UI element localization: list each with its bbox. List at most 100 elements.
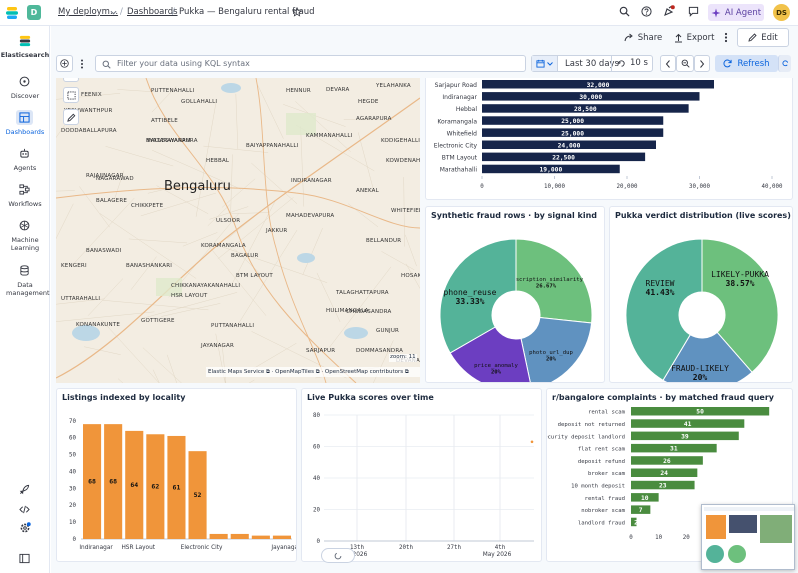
x-tick-label: 10,000 (544, 184, 565, 190)
map-canvas[interactable] (56, 78, 420, 383)
map-road (56, 203, 74, 240)
time-prev-button[interactable] (660, 55, 676, 72)
map-panel[interactable]: FEENIX DEVARA HEGDE AGARAPURA YELAHANKA PUTTE… (56, 78, 420, 383)
compass-icon (19, 76, 30, 87)
spinner-icon (334, 552, 342, 559)
add-filter-button[interactable] (56, 55, 73, 72)
pencil-icon (748, 33, 757, 42)
search-icon[interactable] (619, 6, 630, 17)
bar (125, 430, 144, 539)
share-button[interactable]: Share (618, 29, 668, 46)
breadcrumb-deployment[interactable]: My deploym... (58, 7, 119, 17)
live-scores-panel[interactable]: Live Pukka scores over time 0 20 40 60 80 13t… (301, 388, 542, 562)
chevron-down-icon[interactable] (110, 9, 117, 16)
map-road (229, 200, 276, 288)
map-road (221, 246, 328, 283)
attribution-ems-link[interactable]: Elastic Maps Service (208, 369, 265, 375)
map-locality-label: KODIGEHALLI (381, 138, 420, 144)
listings-by-locality-panel[interactable]: Listings indexed by locality 0 10 20 30 40 50… (56, 388, 297, 562)
rent-by-locality-panel[interactable]: Sarjapur Road 32,000 Indiranagar 30,000 Hebb… (425, 78, 793, 200)
sidebar-brand[interactable]: Elasticsearch (0, 51, 50, 59)
screen-preview-thumbnail[interactable] (701, 504, 795, 570)
zoom-out-button[interactable] (676, 55, 694, 72)
thumbnail-chart (706, 515, 726, 539)
map-grid-tool-button[interactable] (63, 87, 79, 103)
complaints-panel[interactable]: r/bangalore complaints · by matched frau… (546, 388, 793, 562)
map-road (207, 204, 231, 226)
bar (631, 407, 770, 416)
map-locality-label: BYATARAYANPURA (146, 138, 198, 144)
category-label: Marathahalli (440, 167, 478, 174)
kql-search-input[interactable]: Filter your data using KQL syntax (95, 55, 526, 72)
thumbnail-chart (728, 545, 746, 563)
slice-percent: 41.43% (646, 288, 675, 297)
map-locality-label: CHIKKPETE (131, 203, 164, 209)
map-road (248, 379, 255, 383)
listings-by-locality-chart[interactable]: 0 10 20 30 40 50 60 70 68 Indiranagar 68 64 HSR Layo… (57, 403, 297, 562)
slice-percent: 20% (546, 357, 557, 363)
fraud-signal-panel[interactable]: Synthetic fraud rows · by signal kind de… (425, 206, 605, 383)
help-icon[interactable] (641, 6, 652, 17)
user-initials: DS (776, 8, 787, 17)
attribution-omt-link[interactable]: OpenMapTiles (275, 369, 314, 375)
thumbnail-topbar (704, 507, 794, 511)
chevron-left-icon (665, 59, 670, 68)
map-draw-tool-button[interactable] (63, 109, 79, 125)
user-avatar[interactable]: DS (773, 4, 790, 21)
bar (272, 535, 291, 539)
map-locality-label: RAJAJINAGAR (86, 173, 124, 179)
date-quick-menu-button[interactable] (532, 56, 558, 71)
ai-agent-button[interactable]: AI Agent (708, 4, 764, 21)
export-button[interactable]: Export (668, 29, 720, 46)
bar (631, 468, 698, 477)
y-tick-label: 40 (313, 476, 320, 482)
collapse-nav-icon[interactable] (19, 553, 30, 564)
map-road (195, 100, 217, 217)
more-options-icon[interactable] (723, 32, 729, 43)
x-tick-label: HSR Layout (121, 545, 155, 551)
map-road (235, 93, 239, 150)
map-locality-label: YESHWANTHPUR (64, 108, 113, 114)
query-menu-icon[interactable] (80, 59, 84, 69)
time-picker[interactable]: Last 30 days (531, 55, 653, 72)
rent-by-locality-chart[interactable]: Sarjapur Road 32,000 Indiranagar 30,000 Hebb… (426, 78, 793, 200)
complaints-chart[interactable]: rental scam 50 deposit not returned 41 secur… (547, 403, 793, 562)
edit-button[interactable]: Edit (737, 28, 789, 47)
breadcrumb-dashboards[interactable]: Dashboards (127, 7, 178, 17)
settings-gear-icon[interactable] (19, 522, 31, 534)
verdict-panel[interactable]: Pukka verdict distribution (live scores)… (609, 206, 793, 383)
refresh-interval[interactable]: 10 s (611, 55, 651, 72)
news-feed-icon[interactable] (663, 5, 675, 17)
star-icon[interactable] (292, 7, 302, 17)
chat-icon[interactable] (688, 6, 699, 17)
refresh-icon (723, 59, 733, 68)
map-locality-label: SARJAPUR (306, 348, 336, 354)
refresh-options-button[interactable] (778, 55, 791, 72)
map-highway (56, 97, 420, 379)
bar-value-label: 10 (641, 495, 649, 502)
x-tick-label: 4th (495, 545, 505, 551)
rocket-icon[interactable] (19, 484, 30, 495)
y-tick-label: 20 (313, 508, 320, 514)
x-tick-label: 10 (655, 535, 662, 541)
ai-agent-label: AI Agent (724, 7, 762, 18)
map-road (405, 263, 420, 289)
bar (188, 451, 207, 539)
space-avatar[interactable]: D (27, 5, 41, 20)
x-tick-label: 30,000 (689, 184, 710, 190)
refresh-button[interactable]: Refresh (715, 55, 778, 72)
elastic-logo-icon[interactable] (5, 6, 19, 20)
y-tick-label: 40 (69, 469, 76, 475)
map-locality-label: PUTTENAHALLI (151, 88, 195, 94)
attribution-osm-link[interactable]: OpenStreetMap contributors (324, 369, 404, 375)
map-tool-button[interactable] (63, 78, 79, 82)
time-next-button[interactable] (694, 55, 710, 72)
map-road (56, 190, 75, 192)
thumbnail-chart (760, 515, 792, 543)
sidebar-item-label: Machine Learning (10, 236, 40, 253)
slice-percent: 26.67% (536, 284, 557, 290)
code-icon[interactable] (19, 504, 30, 515)
